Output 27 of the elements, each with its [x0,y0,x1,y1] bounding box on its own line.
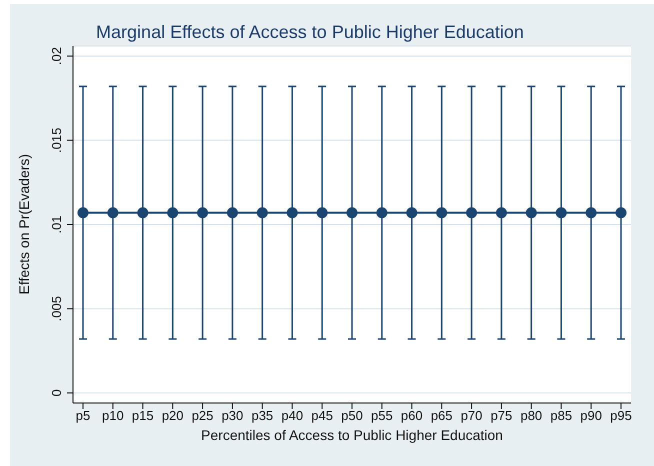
y-tick-label: 0 [49,389,64,397]
x-tick-label: p50 [341,408,363,424]
x-tick-label: p70 [460,408,482,424]
x-tick-label: p25 [192,408,214,424]
y-tick-label: .015 [49,128,64,153]
x-tick-label: p10 [102,408,124,424]
y-axis-title: Effects on Pr(Evaders) [16,154,32,294]
x-tick-label: p75 [490,408,512,424]
x-tick-label: p30 [222,408,244,424]
x-tick-label: p20 [162,408,184,424]
x-tick-label: p40 [281,408,304,424]
chart-title: Marginal Effects of Access to Public Higher Education [95,22,525,43]
x-tick-label: p60 [400,408,423,424]
x-tick-label: p5 [76,408,90,424]
x-axis-title: Percentiles of Access to Public Higher Education [201,427,503,443]
x-tick-label: p45 [311,408,333,424]
x-tick-label: p80 [520,408,542,424]
x-tick-label: p35 [251,408,274,424]
x-tick-label: p55 [371,408,393,424]
y-tick-label: .005 [49,296,64,322]
y-tick-label: .01 [49,215,64,234]
x-tick-label: p85 [550,408,572,424]
x-tick-label: p90 [580,408,602,424]
x-tick-label: p95 [610,408,632,424]
x-tick-label: p65 [430,408,453,424]
x-tick-label: p15 [132,408,154,424]
y-tick-label: .02 [49,47,64,66]
